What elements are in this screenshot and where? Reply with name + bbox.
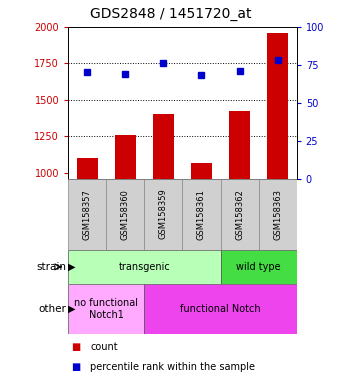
Text: ■: ■ (72, 342, 81, 352)
Bar (221, 179, 258, 250)
Bar (68, 179, 106, 250)
Text: GSM158361: GSM158361 (197, 189, 206, 240)
Bar (68, 284, 144, 334)
Text: percentile rank within the sample: percentile rank within the sample (90, 362, 255, 372)
Text: GSM158359: GSM158359 (159, 189, 168, 240)
Text: ■: ■ (72, 362, 81, 372)
Text: transgenic: transgenic (118, 262, 170, 272)
Text: functional Notch: functional Notch (180, 304, 261, 314)
Text: count: count (90, 342, 118, 352)
Text: other: other (39, 304, 66, 314)
Bar (115, 135, 136, 179)
Bar (221, 250, 297, 284)
Text: ▶: ▶ (68, 262, 75, 272)
Text: wild type: wild type (236, 262, 281, 272)
Bar (144, 179, 182, 250)
Bar (191, 163, 212, 179)
Text: GSM158363: GSM158363 (273, 189, 282, 240)
Text: GSM158360: GSM158360 (121, 189, 130, 240)
Text: no functional
Notch1: no functional Notch1 (74, 298, 138, 320)
Bar (106, 179, 144, 250)
Bar (77, 158, 98, 179)
Text: GDS2848 / 1451720_at: GDS2848 / 1451720_at (90, 7, 251, 21)
Bar (144, 284, 297, 334)
Bar (229, 111, 250, 179)
Text: GSM158362: GSM158362 (235, 189, 244, 240)
Bar (68, 250, 221, 284)
Bar (267, 33, 288, 179)
Bar (182, 179, 221, 250)
Bar (153, 114, 174, 179)
Text: ▶: ▶ (68, 304, 75, 314)
Text: GSM158357: GSM158357 (83, 189, 92, 240)
Text: strain: strain (36, 262, 66, 272)
Bar (258, 179, 297, 250)
